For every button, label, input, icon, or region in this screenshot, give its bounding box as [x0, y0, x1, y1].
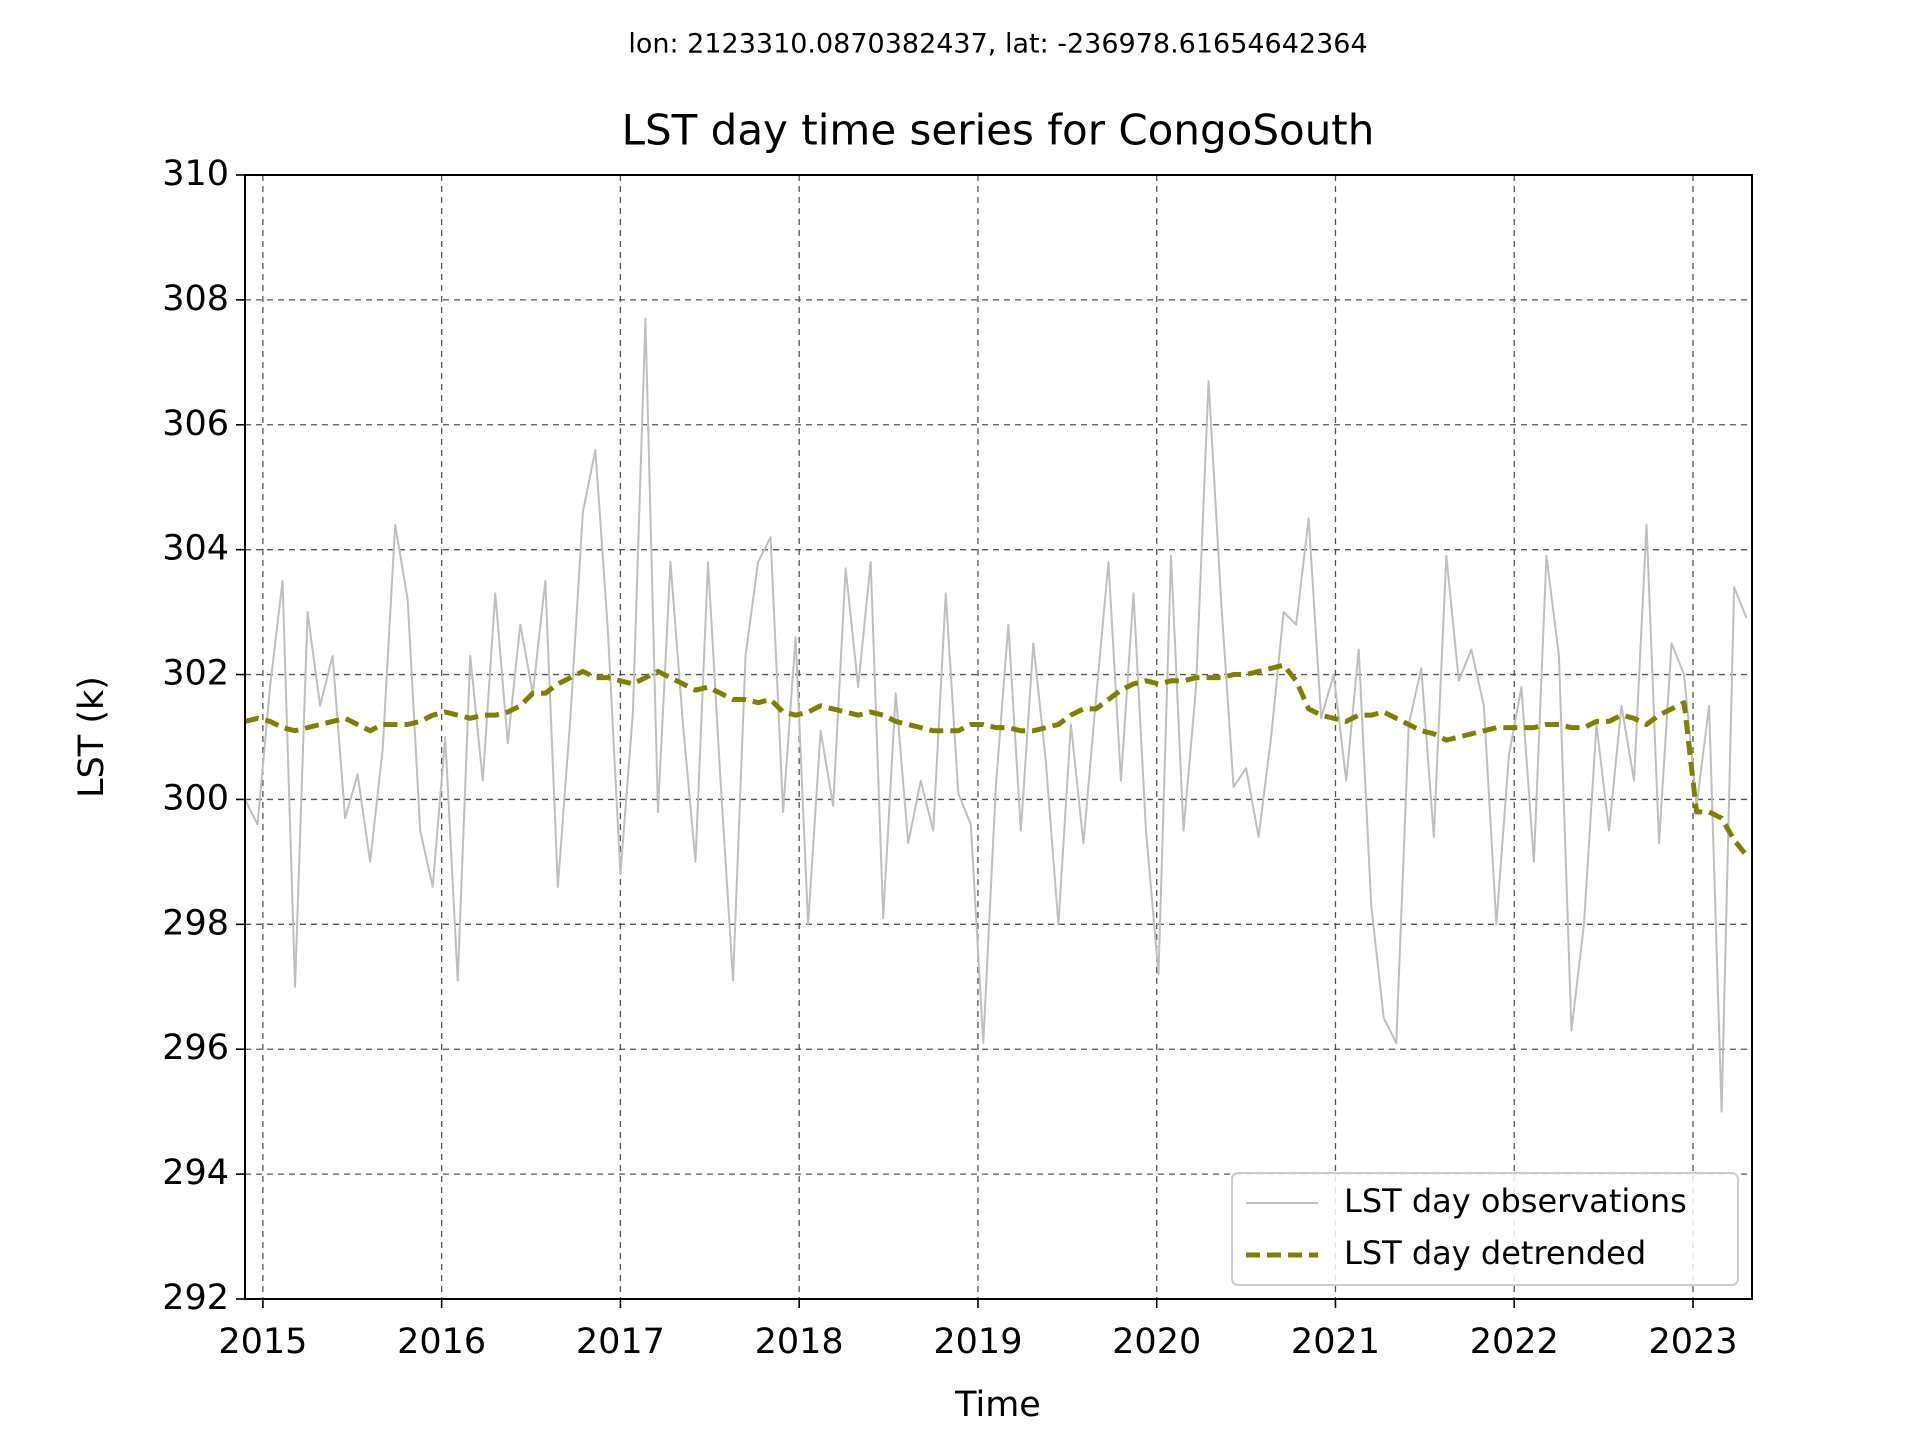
x-tick-label: 2020: [1112, 1322, 1201, 1362]
x-tick-label: 2022: [1470, 1322, 1559, 1362]
x-tick-label: 2019: [933, 1322, 1022, 1362]
y-tick-label: 300: [162, 778, 229, 818]
y-tick-label: 310: [162, 154, 229, 194]
y-tick-label: 298: [162, 903, 229, 943]
legend-box: [1231, 1172, 1739, 1286]
plot-frame: [244, 174, 1753, 1300]
legend-label: LST day observations: [1344, 1182, 1687, 1220]
y-tick-label: 306: [162, 404, 229, 444]
y-tick-label: 292: [162, 1278, 229, 1318]
x-tick-label: 2016: [397, 1322, 486, 1362]
y-tick-label: 294: [162, 1153, 229, 1193]
data-line: [245, 662, 1749, 858]
x-tick-label: 2017: [576, 1322, 665, 1362]
x-tick-label: 2015: [218, 1322, 307, 1362]
chart-title: LST day time series for CongoSouth: [622, 106, 1375, 155]
y-tick-label: 302: [162, 654, 229, 694]
data-line: [245, 317, 1748, 1113]
legend-label: LST day detrended: [1344, 1234, 1646, 1272]
x-tick-label: 2021: [1291, 1322, 1380, 1362]
x-tick-label: 2018: [755, 1322, 844, 1362]
y-tick-label: 296: [162, 1028, 229, 1068]
y-tick-label: 304: [162, 529, 229, 569]
chart-subtitle: lon: 2123310.0870382437, lat: -236978.61…: [628, 29, 1367, 60]
y-tick-label: 308: [162, 279, 229, 319]
x-axis-label: Time: [954, 1385, 1041, 1425]
y-axis-label: LST (k): [72, 676, 112, 798]
x-tick-label: 2023: [1648, 1322, 1737, 1362]
